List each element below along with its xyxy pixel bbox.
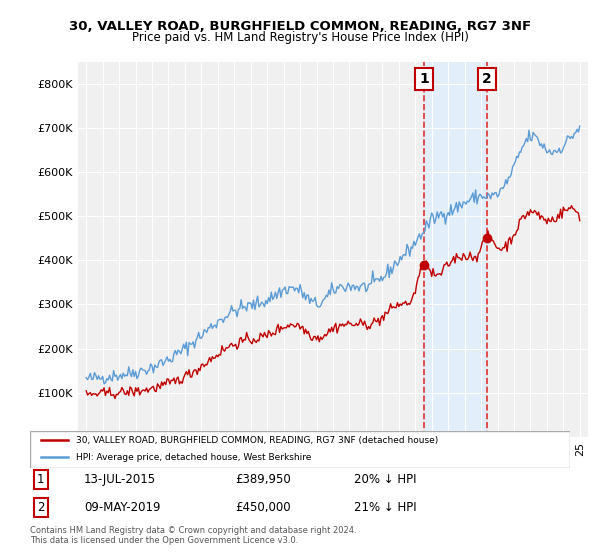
Text: £389,950: £389,950 [235, 473, 291, 486]
Text: £450,000: £450,000 [235, 501, 291, 514]
Text: 1: 1 [419, 72, 429, 86]
Text: 2: 2 [37, 501, 44, 514]
Bar [424, 62, 487, 437]
Text: 1: 1 [37, 473, 44, 486]
Text: 30, VALLEY ROAD, BURGHFIELD COMMON, READING, RG7 3NF (detached house): 30, VALLEY ROAD, BURGHFIELD COMMON, READ… [76, 436, 438, 445]
Text: 20% ↓ HPI: 20% ↓ HPI [354, 473, 416, 486]
Text: 30, VALLEY ROAD, BURGHFIELD COMMON, READING, RG7 3NF: 30, VALLEY ROAD, BURGHFIELD COMMON, READ… [69, 20, 531, 32]
Text: 13-JUL-2015: 13-JUL-2015 [84, 473, 156, 486]
Text: Price paid vs. HM Land Registry's House Price Index (HPI): Price paid vs. HM Land Registry's House … [131, 31, 469, 44]
Text: HPI: Average price, detached house, West Berkshire: HPI: Average price, detached house, West… [76, 453, 311, 462]
Text: 09-MAY-2019: 09-MAY-2019 [84, 501, 161, 514]
FancyBboxPatch shape [30, 431, 570, 468]
Text: Contains HM Land Registry data © Crown copyright and database right 2024.: Contains HM Land Registry data © Crown c… [30, 526, 356, 535]
Text: 21% ↓ HPI: 21% ↓ HPI [354, 501, 416, 514]
Text: This data is licensed under the Open Government Licence v3.0.: This data is licensed under the Open Gov… [30, 536, 298, 545]
Text: 2: 2 [482, 72, 492, 86]
